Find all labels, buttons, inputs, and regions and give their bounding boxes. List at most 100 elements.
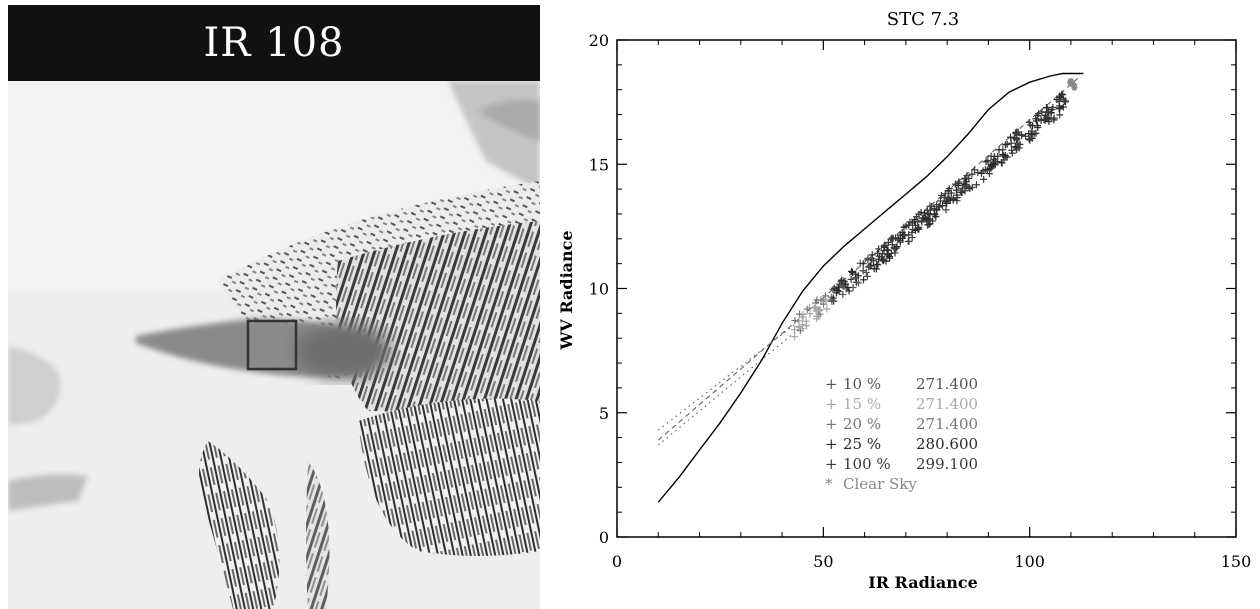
x-tick-label: 0 [612, 552, 622, 571]
scatter-point [1007, 133, 1015, 141]
scatter-point [972, 181, 980, 189]
scatter-point [955, 178, 963, 186]
scatter-point [1025, 130, 1033, 138]
scatter-point [935, 203, 943, 211]
scatter-point [1053, 96, 1061, 104]
scatter-point [1035, 110, 1043, 118]
scatter-point [810, 304, 818, 312]
scatter-point [823, 305, 831, 313]
scatter-point [932, 213, 940, 221]
legend-value: 271.400 [916, 375, 978, 393]
scatter-point [847, 267, 855, 275]
scatter-point [977, 169, 985, 177]
scatter-point [872, 265, 880, 273]
scatter-point [868, 251, 876, 259]
scatter-point [1007, 139, 1015, 147]
scatter-point [953, 191, 961, 199]
scatter-point [802, 317, 810, 325]
y-tick-label: 5 [599, 404, 609, 423]
scatter-point [896, 231, 904, 239]
scatter-point [1012, 129, 1020, 137]
legend-value: 271.400 [916, 415, 978, 433]
scatter-point [791, 317, 799, 325]
scatter-point [1038, 108, 1046, 116]
scatter-point [884, 238, 892, 246]
extrapolation-line [657, 325, 804, 446]
scatter-point [859, 267, 867, 275]
scatter-point [1047, 109, 1055, 117]
scatter-point [859, 260, 867, 268]
scatter-point [1003, 153, 1011, 161]
scatter-point [922, 216, 930, 224]
scatter-point [1025, 118, 1033, 126]
scatter-point [835, 283, 843, 291]
x-axis-label: IR Radiance [868, 573, 978, 592]
scatter-point [936, 197, 944, 205]
scatter-point [900, 223, 908, 231]
legend-symbol: + [825, 375, 838, 393]
legend-symbol: + [825, 415, 838, 433]
scatter-point [806, 310, 814, 318]
y-axis-label: WV Radiance [557, 230, 576, 350]
scatter-point [894, 235, 902, 243]
scatter-point [945, 193, 953, 201]
scatter-point [883, 246, 891, 254]
scatter-point [1059, 103, 1067, 111]
scatter-point [989, 160, 997, 168]
legend: +10 % 271.400 + 15 % 271.400 + 20 % 271.400 + 25 … [825, 375, 978, 493]
scatter-point [1026, 136, 1034, 144]
scatter-point [1011, 143, 1019, 151]
scatter-point [1057, 93, 1065, 101]
scatter-point [1056, 104, 1064, 112]
scatter-point [914, 217, 922, 225]
scatter-point [987, 152, 995, 160]
scatter-point [864, 254, 872, 262]
scatter-point [799, 313, 807, 321]
x-tick-label: 50 [813, 552, 833, 571]
scatter-point [1040, 116, 1048, 124]
scatter-point [1008, 146, 1016, 154]
y-tick-label: 20 [589, 31, 609, 50]
satellite-image [8, 81, 540, 609]
extrapolation-line [657, 317, 804, 431]
scatter-point [985, 170, 993, 178]
scatter-point [813, 312, 821, 320]
scatter-point [993, 158, 1001, 166]
y-tick-label: 0 [599, 528, 609, 547]
legend-value: 299.100 [916, 455, 978, 473]
scatter-point [842, 280, 850, 288]
scatter-point [866, 262, 874, 270]
scatter-point [974, 169, 982, 177]
scatter-point [860, 276, 868, 284]
legend-symbol: * [825, 475, 833, 493]
scatter-point [968, 170, 976, 178]
x-tick-label: 150 [1221, 552, 1252, 571]
legend-label: 10 % [843, 375, 881, 393]
scatter-point [811, 303, 819, 311]
chart-title: STC 7.3 [887, 9, 959, 30]
scatter-point [908, 234, 916, 242]
scatter-point [847, 275, 855, 283]
scatter-point [852, 274, 860, 282]
scatter-point [791, 333, 799, 341]
scatter-point [890, 244, 898, 252]
scatter-point [863, 272, 871, 280]
legend-label: 15 % [843, 395, 881, 413]
scatter-point [1042, 104, 1050, 112]
scatter-point [881, 241, 889, 249]
legend-symbol: + [825, 455, 838, 473]
scatter-point [922, 214, 930, 222]
scatter-point [1014, 139, 1022, 147]
scatter-point [821, 295, 829, 303]
scatter-point [1050, 116, 1058, 124]
scatter-point [1056, 111, 1064, 119]
scatter-point [983, 166, 991, 174]
scatter-point [968, 183, 976, 191]
scatter-point [930, 205, 938, 213]
clear-sky-point [1067, 79, 1074, 86]
scatter-point [791, 326, 799, 334]
scatter-point [865, 263, 873, 271]
scatter-point [1029, 122, 1037, 130]
scatter-point [869, 257, 877, 265]
legend-value: 271.400 [916, 395, 978, 413]
